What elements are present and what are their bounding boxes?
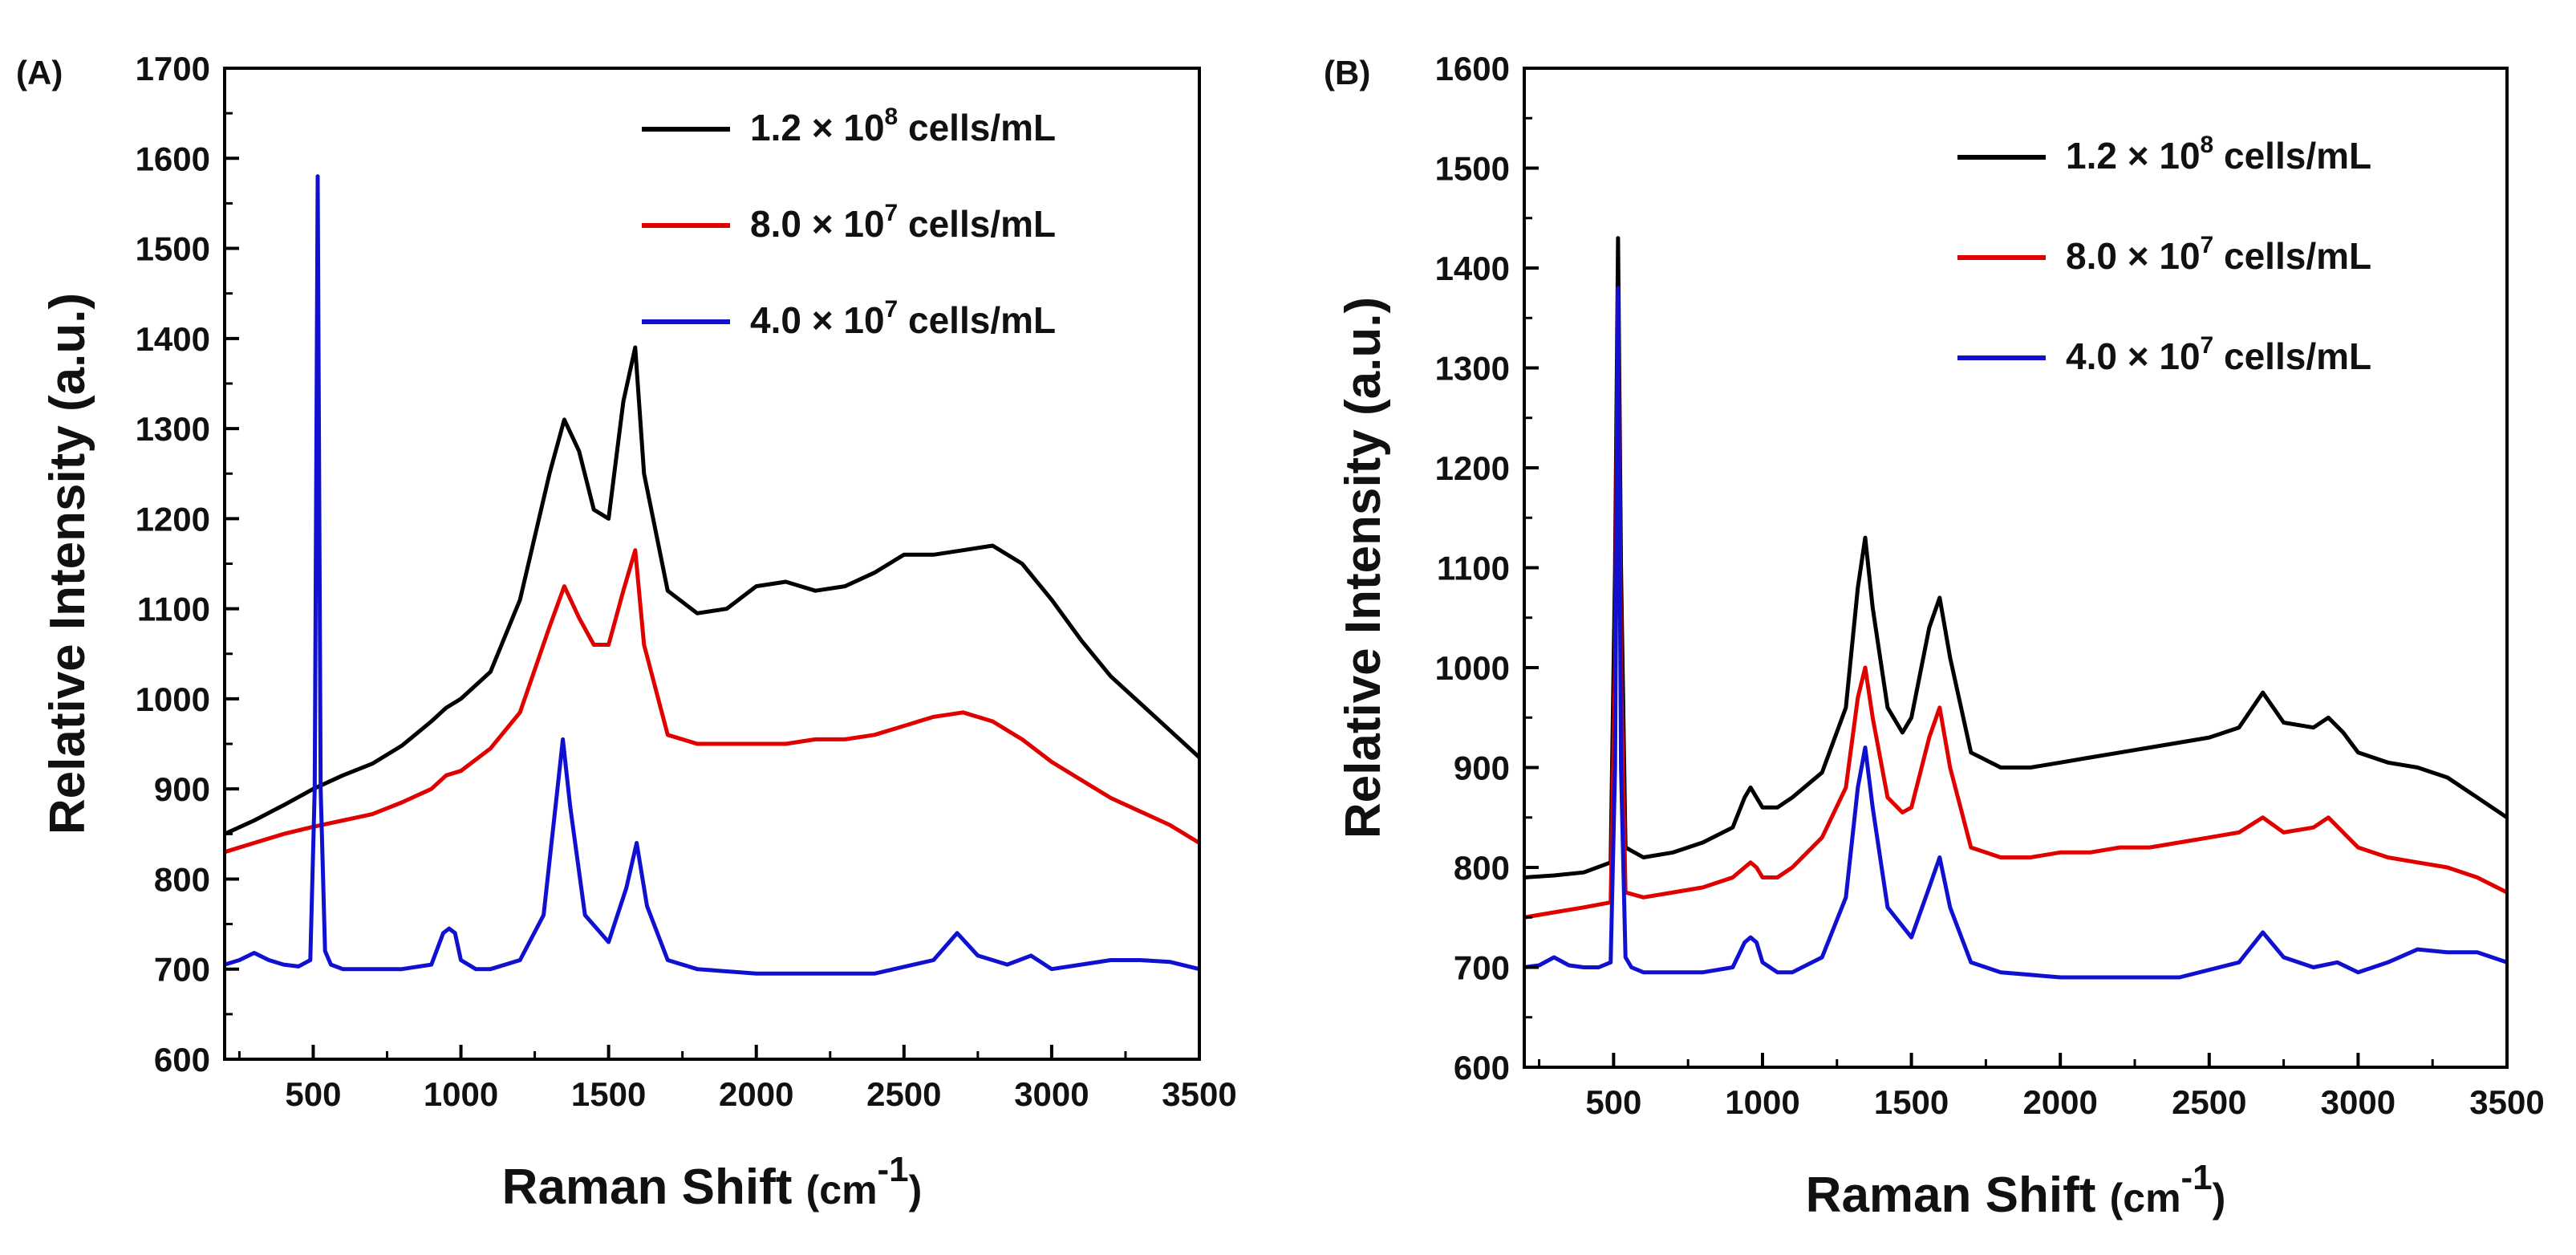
x-axis-title-main: Raman Shift (1806, 1168, 2110, 1223)
x-tick-label: 2500 (2172, 1083, 2246, 1121)
x-tick-label: 3000 (2321, 1083, 2395, 1121)
y-tick-label: 800 (154, 860, 210, 898)
legend-label-exponent: 8 (2201, 132, 2214, 158)
legend-label-exponent: 8 (885, 104, 899, 130)
series-line-3 (224, 174, 1200, 976)
panel-label: (B) (1324, 54, 1370, 91)
y-tick-label: 900 (154, 770, 210, 808)
y-tick-label: 1000 (1435, 649, 1510, 687)
legend-label-unit: cells/mL (898, 299, 1056, 341)
y-tick-label: 1200 (1435, 449, 1510, 487)
legend-label-3: 4.0 × 107 cells/mL (750, 296, 1056, 341)
x-tick-label: 1500 (571, 1075, 646, 1113)
panel-b: 600 700 800 900 1000 1100 1200 1300 1400 1500 1600… (1324, 50, 2545, 1223)
legend-label-2: 8.0 × 107 cells/mL (2066, 232, 2371, 277)
x-tick-label: 3500 (1162, 1075, 1236, 1113)
x-tick-label: 1000 (424, 1075, 498, 1113)
x-axis-title-unit-sup: -1 (2181, 1158, 2213, 1197)
series-line-2 (1523, 286, 2509, 920)
y-tick-label: 800 (1454, 849, 1510, 887)
y-tick-label: 1600 (136, 140, 210, 177)
y-tick-label: 1000 (136, 680, 210, 718)
legend-label-main: 8.0 × 10 (2066, 235, 2201, 277)
y-tick-label: 600 (154, 1041, 210, 1078)
series-line-1 (1523, 236, 2509, 879)
y-axis-title: Relative Intensity (a.u.) (1336, 297, 1391, 839)
x-tick-label: 3500 (2469, 1083, 2544, 1121)
legend-label-unit: cells/mL (898, 107, 1056, 148)
y-tick-label: 700 (1454, 949, 1510, 987)
x-axis-title-unit: (cm (2110, 1176, 2181, 1220)
x-axis-title-unit-close: ) (909, 1168, 923, 1212)
legend-label-unit: cells/mL (2213, 135, 2371, 177)
y-tick-label: 1400 (136, 320, 210, 358)
y-tick-label: 1600 (1435, 50, 1510, 87)
x-axis-title-unit-close: ) (2213, 1176, 2226, 1220)
x-tick-label: 2000 (2022, 1083, 2097, 1121)
x-tick-label: 1500 (1874, 1083, 1949, 1121)
y-tick-label: 600 (1454, 1049, 1510, 1086)
series-line-2 (224, 548, 1201, 855)
legend-label-exponent: 7 (885, 200, 899, 226)
y-tick-label: 700 (154, 951, 210, 989)
y-tick-label: 1200 (136, 500, 210, 538)
y-axis-title: Relative Intensity (a.u.) (40, 293, 95, 835)
y-tick-label: 1700 (136, 50, 210, 87)
series-line-3 (1523, 286, 2508, 980)
legend-label-main: 1.2 × 10 (750, 107, 885, 148)
legend-label-main: 4.0 × 10 (750, 299, 885, 341)
series-line-1 (223, 345, 1201, 836)
x-axis-title-unit: (cm (806, 1168, 878, 1212)
legend-label-1: 1.2 × 108 cells/mL (750, 104, 1056, 148)
legend-label-3: 4.0 × 107 cells/mL (2066, 332, 2371, 377)
panel-a: 600 700 800 900 1000 1100 1200 1300 1400 1500 1600… (16, 50, 1237, 1215)
x-tick-label: 2500 (866, 1075, 941, 1113)
y-tick-label: 1500 (1435, 150, 1510, 188)
x-axis-title-main: Raman Shift (502, 1160, 806, 1215)
x-tick-label: 2000 (719, 1075, 793, 1113)
legend-label-main: 4.0 × 10 (2066, 335, 2201, 377)
y-tick-label: 1100 (137, 591, 210, 628)
y-tick-label: 1300 (136, 410, 210, 448)
legend-label-unit: cells/mL (2213, 235, 2371, 277)
x-axis-title: Raman Shift (cm-1) (502, 1150, 923, 1215)
y-tick-label: 900 (1454, 749, 1510, 787)
legend-label-unit: cells/mL (898, 203, 1056, 245)
x-tick-label: 500 (1585, 1083, 1641, 1121)
legend-label-unit: cells/mL (2213, 335, 2371, 377)
legend-label-main: 8.0 × 10 (750, 203, 885, 245)
x-tick-label: 3000 (1014, 1075, 1089, 1113)
legend-label-main: 1.2 × 10 (2066, 135, 2201, 177)
y-tick-label: 1400 (1435, 250, 1510, 287)
x-axis-title: Raman Shift (cm-1) (1806, 1158, 2226, 1223)
panel-label: (A) (16, 54, 63, 91)
y-tick-label: 1300 (1435, 350, 1510, 388)
legend-label-exponent: 7 (2201, 332, 2214, 359)
legend-label-exponent: 7 (885, 296, 899, 323)
legend-label-exponent: 7 (2201, 232, 2214, 258)
x-tick-label: 500 (285, 1075, 341, 1113)
x-tick-label: 1000 (1725, 1083, 1799, 1121)
legend-label-2: 8.0 × 107 cells/mL (750, 200, 1056, 245)
y-tick-label: 1100 (1437, 550, 1510, 587)
legend-label-1: 1.2 × 108 cells/mL (2066, 132, 2371, 177)
y-tick-label: 1500 (136, 230, 210, 268)
x-axis-title-unit-sup: -1 (878, 1150, 909, 1189)
